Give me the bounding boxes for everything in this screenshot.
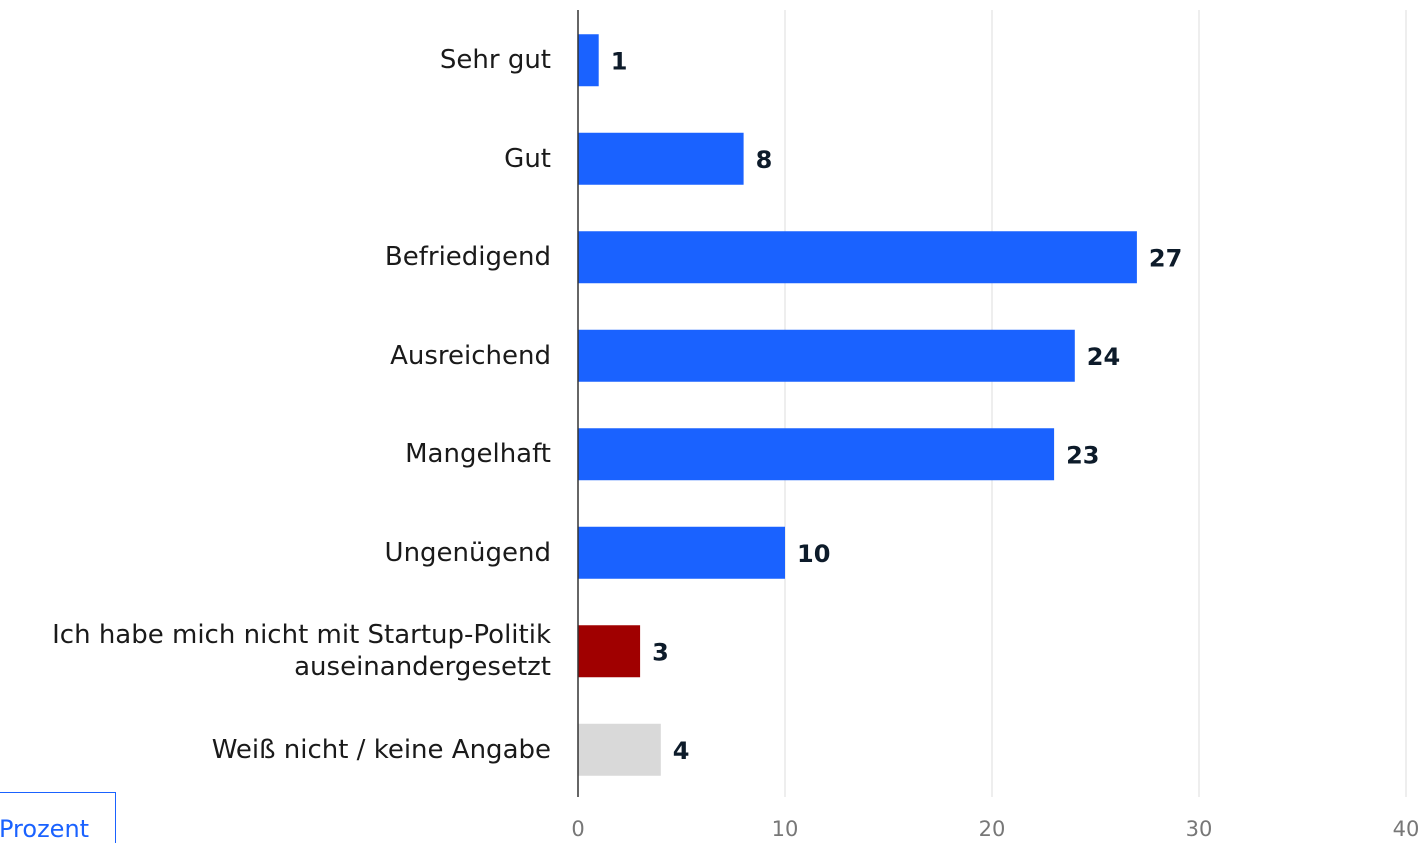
x-tick-label: 30 [1186,817,1213,841]
category-label: Ausreichend [390,340,551,371]
data-label: 24 [1087,343,1120,371]
x-tick-label: 10 [772,817,799,841]
bar [578,34,599,87]
bar [578,625,641,678]
data-label: 1 [611,47,628,75]
category-label: Befriedigend [384,242,551,273]
data-label: 4 [673,737,690,765]
bar [578,428,1055,481]
x-tick-label: 0 [571,817,584,841]
bar [578,526,785,579]
category-label: Gut [504,143,551,174]
x-tick-label: 20 [979,817,1006,841]
x-tick-label: 40 [1393,817,1420,841]
bar [578,231,1137,284]
data-label: 10 [797,540,830,568]
category-label: Ungenügend [384,537,551,568]
category-label: Mangelhaft [405,439,551,470]
bar [578,329,1075,382]
data-label: 3 [652,638,669,666]
category-label: Weiß nicht / keine Angabe [211,734,551,765]
data-label: 23 [1066,441,1099,469]
unit-label: Prozent [0,792,116,843]
data-label: 8 [756,146,773,174]
bar [578,723,661,776]
category-label: Sehr gut [439,45,551,76]
data-label: 27 [1149,244,1182,272]
bar [578,132,744,185]
category-label: Ich habe mich nicht mit Startup-Politik … [52,620,551,683]
